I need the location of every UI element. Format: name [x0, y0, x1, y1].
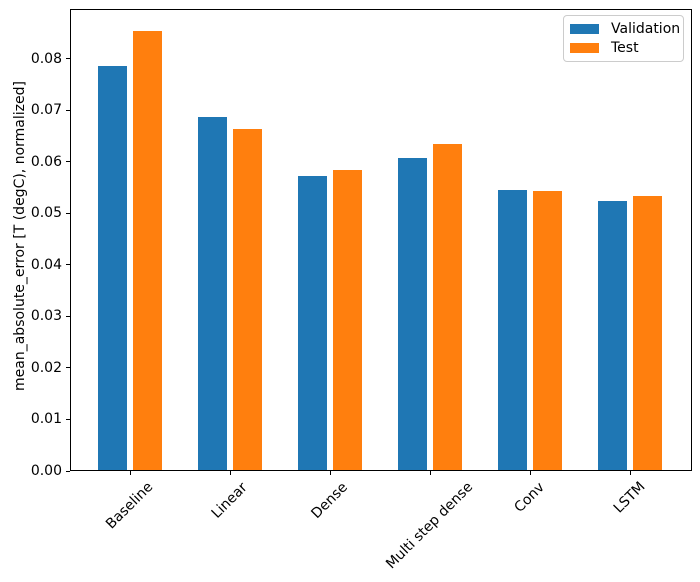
legend-item-test: Test: [570, 41, 683, 55]
x-tick-label-conv: Conv: [511, 479, 548, 516]
y-tick-label-0.07: 0.07: [30, 102, 62, 119]
plot-area: [70, 9, 692, 471]
y-tick-label-0.03: 0.03: [30, 308, 62, 325]
y-tick-0.02: [66, 367, 70, 369]
y-tick-0.03: [66, 315, 70, 317]
legend-item-validation: Validation: [570, 22, 683, 36]
bar-test-lstm: [633, 195, 662, 471]
bar-validation-lstm: [598, 200, 627, 471]
y-tick-label-0.05: 0.05: [30, 205, 62, 222]
y-axis-label: mean_absolute_error [T (degC), normalize…: [12, 81, 28, 391]
y-tick-label-0.06: 0.06: [30, 153, 62, 170]
bar-validation-multi-step-dense: [398, 158, 427, 471]
x-tick-label-lstm: LSTM: [610, 478, 649, 517]
bar-validation-dense: [298, 176, 327, 471]
legend-label-validation: Validation: [611, 21, 681, 37]
bar-test-multi-step-dense: [433, 144, 462, 471]
x-tick-multi-step-dense: [429, 471, 431, 475]
legend: Validation Test: [563, 15, 684, 62]
legend-swatch-validation-icon: [570, 24, 599, 34]
y-tick-0.07: [66, 109, 70, 111]
y-tick-0.05: [66, 212, 70, 214]
y-tick-label-0.02: 0.02: [30, 359, 62, 376]
bar-validation-linear: [198, 116, 227, 471]
legend-label-test: Test: [611, 40, 639, 56]
y-tick-0.01: [66, 418, 70, 420]
y-tick-0.04: [66, 264, 70, 266]
y-tick-label-0.04: 0.04: [30, 256, 62, 273]
bar-test-linear: [233, 129, 262, 471]
x-tick-label-linear: Linear: [208, 479, 251, 522]
y-tick-0.08: [66, 58, 70, 59]
x-tick-linear: [229, 471, 231, 475]
x-tick-dense: [329, 471, 331, 475]
bar-validation-conv: [498, 189, 527, 471]
bar-test-baseline: [133, 31, 162, 471]
y-tick-label-0.01: 0.01: [30, 411, 62, 428]
y-tick-label-0.08: 0.08: [30, 50, 62, 67]
bar-validation-baseline: [98, 66, 127, 471]
legend-swatch-test-icon: [570, 43, 599, 53]
x-tick-lstm: [629, 471, 631, 475]
y-tick-0.06: [66, 161, 70, 163]
y-tick-label-0.00: 0.00: [30, 463, 62, 479]
x-tick-label-baseline: Baseline: [103, 478, 157, 533]
x-tick-label-dense: Dense: [308, 478, 351, 522]
bar-test-conv: [533, 191, 562, 471]
x-tick-conv: [529, 471, 531, 475]
x-tick-label-multi-step-dense: Multi step dense: [383, 479, 477, 573]
x-tick-baseline: [129, 471, 131, 475]
bars-layer: [70, 9, 692, 471]
y-tick-0.00: [66, 470, 70, 472]
bar-test-dense: [333, 169, 362, 471]
